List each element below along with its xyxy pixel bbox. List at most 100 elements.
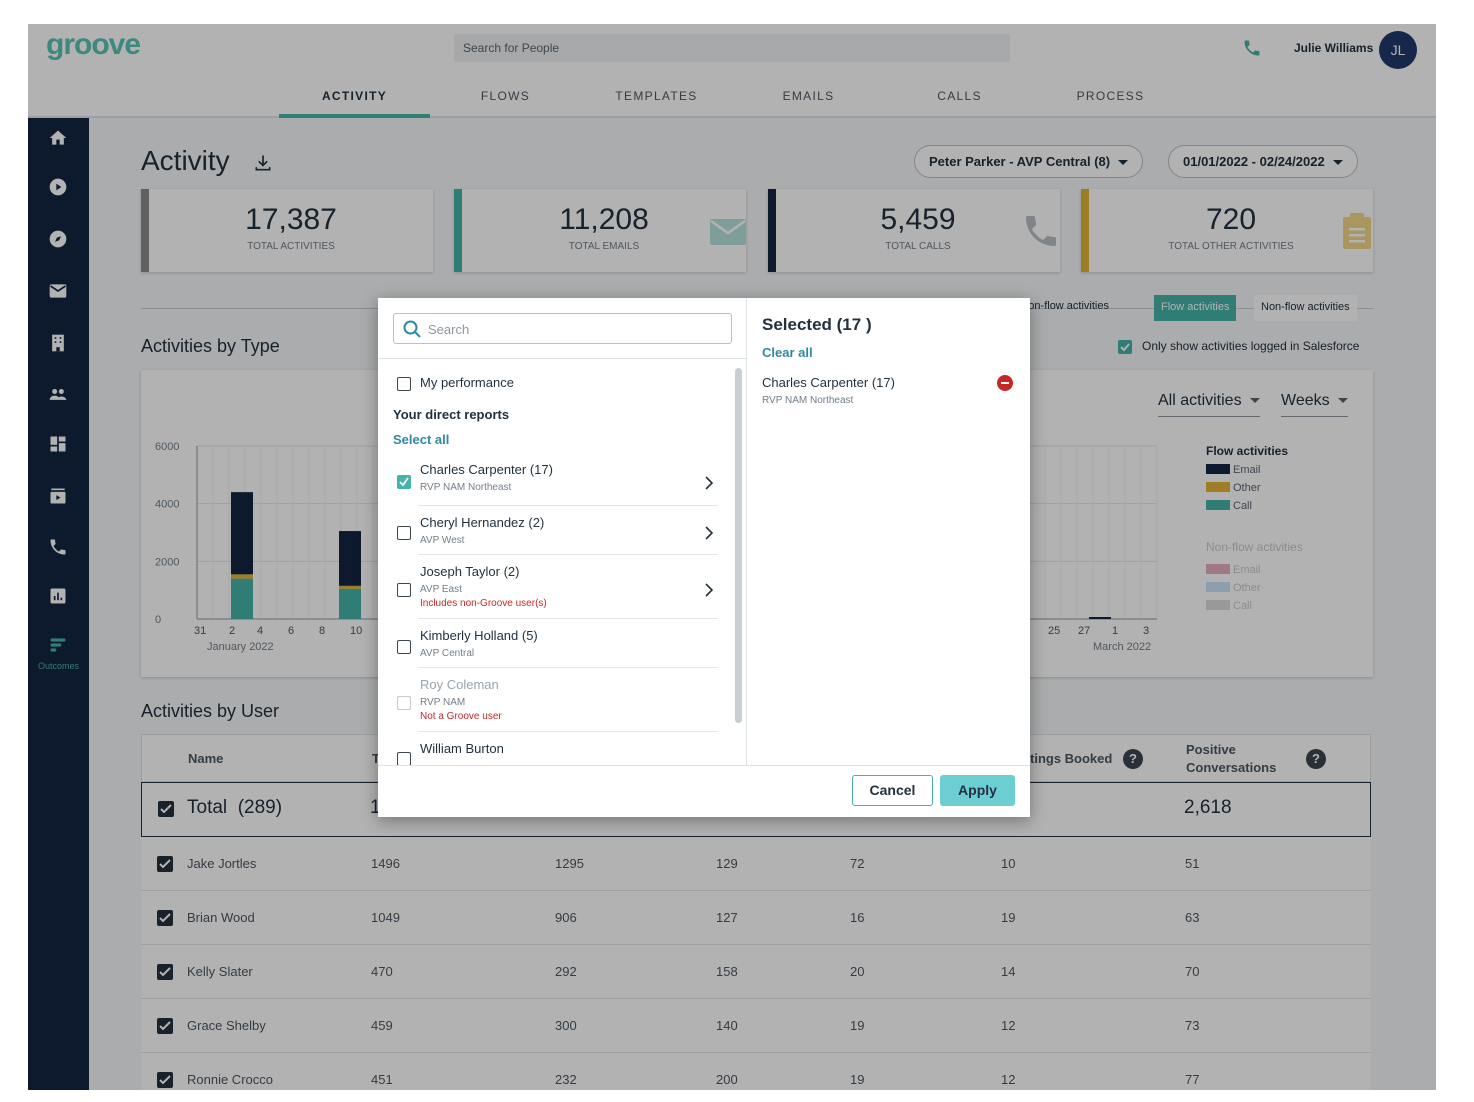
- chart-ticks: 60004000200003124681013252713January 202…: [155, 441, 1151, 653]
- sidebar-item-outcomes-label[interactable]: Outcomes: [37, 661, 79, 671]
- search-icon: [403, 320, 421, 338]
- date-range-dropdown[interactable]: 01/01/2022 - 02/24/2022: [1168, 145, 1358, 178]
- person-checkbox[interactable]: [397, 583, 411, 597]
- cell: 19: [850, 1018, 865, 1033]
- y-tick-label: 6000: [155, 441, 179, 453]
- cancel-button[interactable]: Cancel: [852, 775, 933, 806]
- cell: 451: [371, 1072, 393, 1087]
- search-input[interactable]: Search: [393, 313, 732, 344]
- chevron-down-icon: [1337, 398, 1348, 404]
- person-name[interactable]: William Burton: [420, 741, 504, 756]
- remove-icon[interactable]: [997, 375, 1013, 391]
- person-name: Roy Coleman: [420, 677, 499, 692]
- people-search-input[interactable]: Search for People: [454, 34, 1010, 62]
- person-checkbox[interactable]: [397, 640, 411, 654]
- tab-emails[interactable]: EMAILS: [782, 89, 835, 103]
- activity-type-filter[interactable]: All activities: [1158, 392, 1260, 417]
- groove-logo[interactable]: groove: [46, 28, 141, 61]
- user-name-cell[interactable]: Jake Jortles: [187, 856, 257, 871]
- stat-value: 720: [1205, 203, 1257, 236]
- person-name[interactable]: Charles Carpenter (17): [420, 462, 553, 477]
- tab-flows[interactable]: FLOWS: [480, 89, 531, 103]
- row-checkbox[interactable]: [157, 1072, 173, 1088]
- chevron-right-icon[interactable]: [704, 476, 714, 490]
- team-filter-dropdown[interactable]: Peter Parker - AVP Central (8): [914, 145, 1144, 178]
- stat-card-total-other-activities[interactable]: 720 TOTAL OTHER ACTIVITIES: [1081, 189, 1373, 272]
- clear-all-link[interactable]: Clear all: [762, 345, 813, 360]
- person-checkbox[interactable]: [397, 475, 411, 489]
- phone-icon[interactable]: [1242, 38, 1262, 58]
- user-name-cell[interactable]: Brian Wood: [187, 910, 255, 925]
- tab-activity[interactable]: ACTIVITY: [321, 89, 388, 103]
- people-icon[interactable]: [48, 384, 68, 404]
- team-filter-label: Peter Parker - AVP Central (8): [929, 154, 1111, 169]
- row-checkbox[interactable]: [157, 856, 173, 872]
- tab-calls[interactable]: CALLS: [937, 89, 982, 103]
- toggle-nonflow-activities[interactable]: Non-flow activities: [1254, 295, 1357, 321]
- stat-card-total-emails[interactable]: 11,208 TOTAL EMAILS: [454, 189, 746, 272]
- period-filter[interactable]: Weeks: [1281, 392, 1348, 417]
- building-icon[interactable]: [48, 333, 68, 353]
- cell: 140: [716, 1018, 738, 1033]
- play-icon[interactable]: [48, 177, 68, 197]
- apply-button[interactable]: Apply: [940, 775, 1015, 806]
- total-checkbox[interactable]: [158, 801, 174, 817]
- user-name-cell[interactable]: Ronnie Crocco: [187, 1072, 273, 1087]
- person-name[interactable]: Kimberly Holland (5): [420, 628, 538, 643]
- stat-card-total-activities[interactable]: 17,387 TOTAL ACTIVITIES: [141, 189, 433, 272]
- table-row[interactable]: Grace Shelby 459 300 140 19 12 73: [141, 999, 1371, 1053]
- compass-icon[interactable]: [48, 229, 68, 249]
- stat-card-total-calls[interactable]: 5,459 TOTAL CALLS: [768, 189, 1060, 272]
- tab-process[interactable]: PROCESS: [1076, 89, 1145, 103]
- toggle-all-activities[interactable]: d non-flow activities: [1013, 300, 1109, 312]
- column-header-positive-conversations[interactable]: Positive Conversations: [1186, 742, 1277, 775]
- month-label: January 2022: [207, 641, 274, 653]
- activity-type-filter-label: All activities: [1158, 392, 1242, 409]
- dashboard-icon[interactable]: [48, 434, 68, 454]
- user-name-cell[interactable]: Kelly Slater: [187, 964, 253, 979]
- column-header-total[interactable]: T: [372, 751, 380, 766]
- user-name-cell[interactable]: Grace Shelby: [187, 1018, 266, 1033]
- select-all-link[interactable]: Select all: [393, 432, 450, 447]
- help-icon[interactable]: ?: [1123, 749, 1143, 769]
- activities-by-type-heading: Activities by Type: [141, 336, 280, 356]
- table-row[interactable]: Jake Jortles 1496 1295 129 72 10 51: [141, 837, 1371, 891]
- my-performance-checkbox[interactable]: [397, 377, 411, 391]
- cell: 10: [1001, 856, 1016, 871]
- table-row[interactable]: Brian Wood 1049 906 127 16 19 63: [141, 891, 1371, 945]
- chart-icon[interactable]: [48, 586, 68, 606]
- period-filter-label: Weeks: [1281, 392, 1330, 409]
- person-checkbox[interactable]: [397, 752, 411, 765]
- person-checkbox[interactable]: [397, 526, 411, 540]
- outcomes-icon[interactable]: [48, 635, 68, 655]
- row-checkbox[interactable]: [157, 1018, 173, 1034]
- toggle-flow-activities[interactable]: Flow activities: [1154, 295, 1237, 321]
- download-icon[interactable]: [253, 153, 273, 173]
- mail-icon[interactable]: [48, 281, 68, 301]
- user-name[interactable]: Julie Williams: [1294, 41, 1374, 55]
- cell: 300: [555, 1018, 577, 1033]
- table-row[interactable]: Kelly Slater 470 292 158 20 14 70: [141, 945, 1371, 999]
- person-name[interactable]: Cheryl Hernandez (2): [420, 515, 545, 530]
- table-row[interactable]: Ronnie Crocco 451 232 200 19 12 77: [141, 1053, 1371, 1090]
- cell: 459: [371, 1018, 393, 1033]
- x-tick-label: 4: [257, 625, 263, 637]
- column-header-meetings-booked[interactable]: tings Booked: [1030, 751, 1113, 766]
- row-checkbox[interactable]: [157, 910, 173, 926]
- column-header-name[interactable]: Name: [188, 751, 224, 766]
- chevron-right-icon[interactable]: [704, 583, 714, 597]
- help-icon[interactable]: ?: [1306, 749, 1326, 769]
- row-checkbox[interactable]: [157, 964, 173, 980]
- tab-templates[interactable]: TEMPLATES: [615, 89, 698, 103]
- my-performance-label[interactable]: My performance: [420, 375, 514, 390]
- bar-call: [339, 588, 361, 619]
- salesforce-only-checkbox[interactable]: [1118, 340, 1132, 354]
- chevron-right-icon[interactable]: [704, 526, 714, 540]
- page-title: Activity: [141, 145, 230, 176]
- person-name[interactable]: Joseph Taylor (2): [420, 564, 520, 579]
- list-scrollbar[interactable]: [735, 368, 742, 723]
- home-icon[interactable]: [48, 128, 68, 148]
- avatar[interactable]: JL: [1379, 31, 1417, 69]
- phone-icon[interactable]: [48, 537, 68, 557]
- inbox-icon[interactable]: [48, 486, 68, 506]
